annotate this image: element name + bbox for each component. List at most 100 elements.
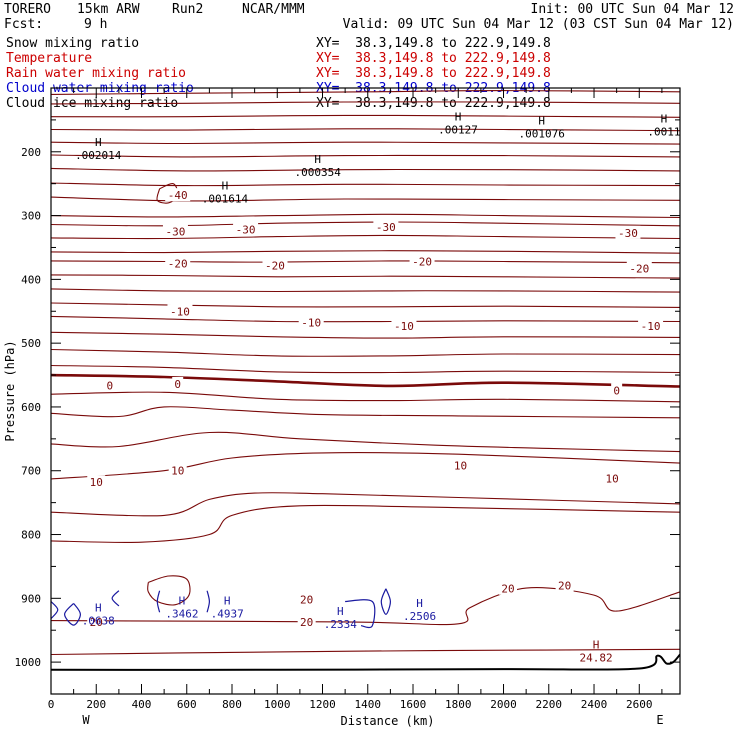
x-tick-label: 1600 [400, 698, 427, 711]
temperature-contour [51, 167, 680, 172]
x-tick-label: 2200 [536, 698, 563, 711]
temperature-contour [51, 431, 680, 453]
temperature-label-bg [165, 188, 191, 202]
temperature-label-bg [499, 581, 518, 595]
temperature-contour [51, 451, 680, 480]
snow-max-value: .001076 [519, 127, 565, 140]
terrain-line [51, 653, 680, 671]
temperature-contour [51, 182, 680, 187]
header-run: Run2 [172, 2, 204, 17]
field-name: Temperature [6, 51, 93, 66]
temperature-label: -20 [412, 256, 432, 269]
cloud-water-max-h-marker: H [179, 595, 186, 608]
snow-max-h-marker: H [455, 110, 462, 123]
temperature-label: 20 [90, 616, 103, 629]
temperature-contour [51, 250, 680, 254]
cloud-water-contour [380, 588, 392, 615]
temperature-label: -20 [265, 259, 285, 272]
temperature-contour [51, 128, 680, 132]
temperature-label: -10 [170, 305, 190, 318]
temperature-contour [51, 504, 680, 544]
temperature-label-bg [297, 592, 316, 606]
temperature-contour [51, 288, 680, 293]
temperature-contour [51, 587, 680, 626]
temperature-contour [51, 213, 680, 219]
temperature-label-bg [373, 220, 399, 234]
temperature-label-bg [162, 224, 188, 238]
temperature-contour [51, 141, 680, 145]
east-label: E [656, 713, 663, 727]
y-tick-label: 800 [21, 529, 41, 542]
cloud-water-contour [206, 590, 211, 613]
rain-max-value: 24.82 [579, 652, 612, 665]
temperature-label: -40 [168, 189, 188, 202]
temperature-label-bg [104, 378, 116, 392]
temperature-label: 20 [558, 580, 571, 593]
temperature-label: -20 [629, 263, 649, 276]
temperature-label-bg [172, 376, 184, 390]
temperature-label-bg [603, 471, 622, 485]
x-tick-label: 1800 [445, 698, 472, 711]
x-tick-label: 800 [222, 698, 242, 711]
temperature-label: -20 [168, 257, 188, 270]
temperature-contour [51, 406, 680, 419]
temperature-label: -30 [166, 226, 186, 239]
field-xy: XY= 38.3,149.8 to 222.9,149.8 [316, 36, 551, 51]
field-xy: XY= 38.3,149.8 to 222.9,149.8 [316, 96, 551, 111]
cloud-water-max-value: .2506 [403, 610, 436, 623]
cloud-water-contour [51, 601, 59, 620]
temperature-contour [51, 364, 680, 374]
temperature-label: 10 [454, 460, 467, 473]
temperature-contour [51, 302, 680, 308]
y-tick-label: 600 [21, 401, 41, 414]
temperature-contour [51, 90, 680, 95]
temperature-label: 0 [613, 384, 620, 397]
x-tick-label: 2000 [490, 698, 517, 711]
temperature-contour [51, 373, 680, 388]
y-axis-label: Pressure (hPa) [3, 340, 17, 441]
header-fcst-value: 9 h [84, 17, 108, 32]
x-tick-label: 1000 [264, 698, 291, 711]
x-axis-label: Distance (km) [341, 714, 435, 728]
header-resolution: 15km ARW [77, 2, 140, 17]
cloud-water-contour [345, 599, 376, 629]
snow-max-value: .0011 [647, 125, 680, 138]
y-tick-label: 500 [21, 337, 41, 350]
temperature-label-bg [451, 458, 470, 472]
west-label: W [82, 713, 90, 727]
snow-max-h-marker: H [661, 112, 668, 125]
temperature-label: -30 [376, 221, 396, 234]
x-tick-label: 1400 [355, 698, 382, 711]
y-tick-label: 900 [21, 592, 41, 605]
temperature-label: 20 [501, 583, 514, 596]
temperature-closed-contour [147, 575, 191, 606]
snow-max-h-marker: H [95, 136, 102, 149]
y-tick-label: 400 [21, 273, 41, 286]
snow-max-h-marker: H [314, 153, 321, 166]
temperature-label-bg [555, 578, 574, 592]
x-tick-label: 0 [48, 698, 55, 711]
temperature-label: -10 [641, 320, 661, 333]
cloud-water-max-value: .3462 [165, 608, 198, 621]
temperature-label-bg [168, 463, 187, 477]
temperature-contour [51, 315, 680, 323]
temperature-contour [51, 154, 680, 158]
temperature-contour [51, 331, 680, 339]
cloud-water-max-value: .0638 [82, 615, 115, 628]
cloud-water-max-h-marker: H [337, 605, 344, 618]
temperature-label-bg [626, 261, 652, 275]
cloud-water-contour [156, 590, 161, 613]
temperature-contour [51, 260, 680, 264]
temperature-contour [51, 391, 680, 403]
snow-max-h-marker: H [538, 114, 545, 127]
temperature-label-bg [87, 475, 106, 489]
x-tick-label: 2400 [581, 698, 608, 711]
snow-max-value: .001614 [202, 192, 249, 205]
temperature-label: -10 [394, 320, 414, 333]
cloud-water-contour [111, 590, 120, 607]
temperature-contour [51, 648, 680, 656]
temperature-label-bg [611, 383, 623, 397]
x-tick-label: 400 [132, 698, 152, 711]
temperature-label: 10 [605, 472, 618, 485]
